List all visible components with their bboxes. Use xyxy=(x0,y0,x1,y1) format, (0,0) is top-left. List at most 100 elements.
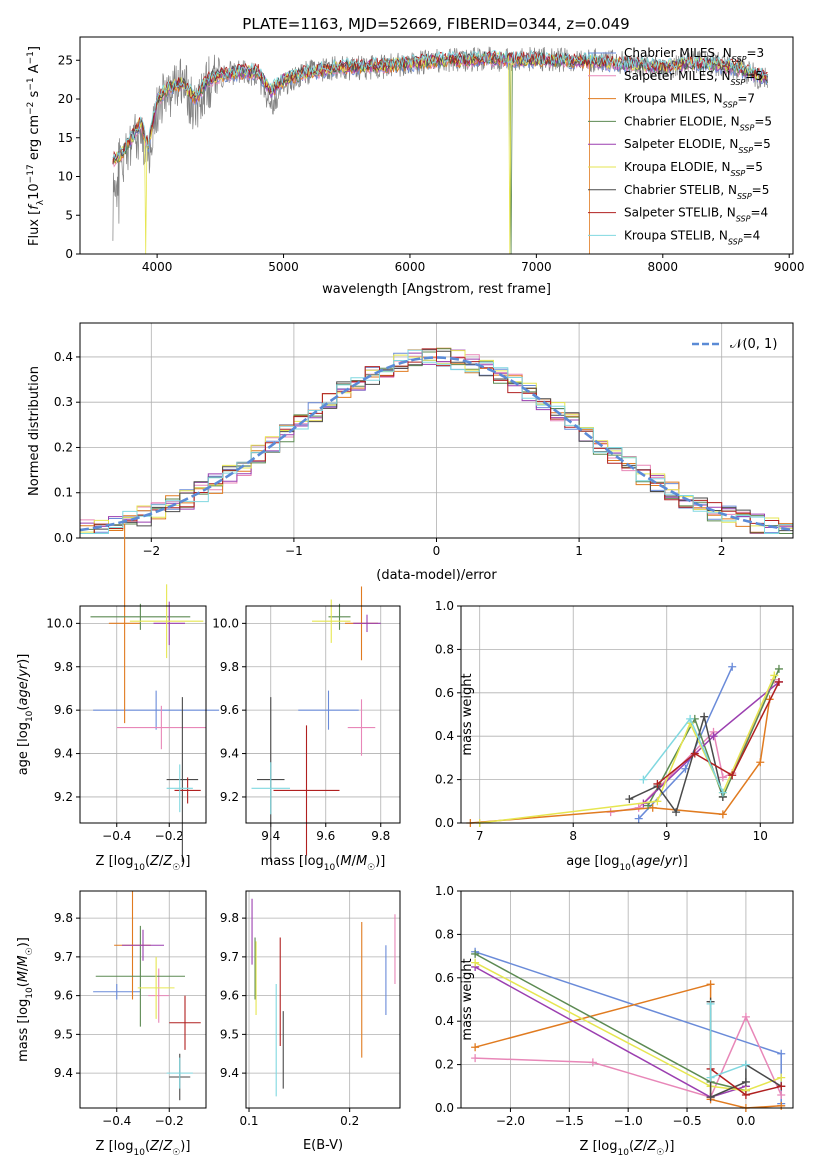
mass-weight-marker xyxy=(706,1073,715,1082)
panel-2: −0.4 −0.2 9.2 9.4 9.6 9.8 10.0 Z [log10(Z/Z☉)] a… xyxy=(16,523,220,873)
mass-weight-line xyxy=(474,966,747,1099)
y-tick-label: 0.6 xyxy=(435,686,454,700)
y-tick-label: 0.2 xyxy=(435,773,454,787)
x-axis-label: age [log10(age/yr)] xyxy=(566,854,688,873)
x-tick-label: 7000 xyxy=(521,260,552,274)
y-tick-label: 0.4 xyxy=(54,350,73,364)
errorbar-point xyxy=(312,599,351,643)
errorbar-point xyxy=(251,762,290,815)
legend-label: Kroupa MILES, NSSP=7 xyxy=(624,92,755,110)
legend-label: 𝒩(0, 1) xyxy=(730,337,777,352)
y-tick-label: 25 xyxy=(58,53,73,67)
x-tick-label: 9 xyxy=(663,829,671,843)
y-tick-label: 9.4 xyxy=(220,747,239,761)
x-tick-label: −1.5 xyxy=(555,1114,584,1128)
x-axis-label: wavelength [Angstrom, rest frame] xyxy=(322,282,551,297)
mass-weight-marker xyxy=(686,714,695,723)
x-tick-label: −0.2 xyxy=(155,829,184,843)
y-tick-label: 0.0 xyxy=(435,1101,454,1115)
y-tick-label: 0.2 xyxy=(54,440,73,454)
axes-frame xyxy=(460,605,794,824)
mass-weight-line xyxy=(474,961,782,1092)
mass-weight-marker xyxy=(728,662,737,671)
mass-weight-marker xyxy=(672,808,681,817)
y-tick-label: 0.2 xyxy=(435,1058,454,1072)
mass-weight-marker xyxy=(777,1073,786,1082)
y-tick-label: 1.0 xyxy=(435,599,454,613)
errorbar-point xyxy=(153,601,185,646)
y-axis-label: mass weight xyxy=(460,673,475,755)
errorbar-point xyxy=(166,764,193,813)
mass-weight-line xyxy=(656,681,780,785)
mass-weight-marker xyxy=(634,803,643,812)
errorbar-point xyxy=(122,929,164,961)
y-tick-label: 0.0 xyxy=(54,531,73,545)
mass-weight-marker xyxy=(741,1012,750,1021)
y-tick-label: 9.5 xyxy=(54,1027,73,1041)
mass-weight-line xyxy=(642,717,724,793)
errorbar-point xyxy=(298,690,359,730)
mass-weight-line xyxy=(610,679,775,813)
x-tick-label: 2 xyxy=(718,544,726,558)
errorbar-point xyxy=(137,956,175,1019)
mass-weight-marker xyxy=(741,1060,750,1069)
mass-weight-marker xyxy=(718,773,727,782)
x-tick-label: 0 xyxy=(433,544,441,558)
panel-4: 7 8 9 10 0.0 0.2 0.4 0.6 0.8 1.0 age [log10(age/yr… xyxy=(435,599,794,873)
errorbar-point xyxy=(93,984,141,1000)
errorbar-point xyxy=(90,603,191,630)
figure-title: PLATE=1163, MJD=52669, FIBERID=0344, z=0… xyxy=(242,15,629,33)
panel-5: −0.4 −0.2 9.4 9.5 9.6 9.7 9.8 Z [log10(Z/Z☉)] ma… xyxy=(16,890,207,1158)
mass-weight-marker xyxy=(709,732,718,741)
errorbar-point xyxy=(93,690,220,730)
legend-label: Kroupa STELIB, NSSP=4 xyxy=(624,228,760,246)
mass-weight-marker xyxy=(690,749,699,758)
y-tick-label: 0.3 xyxy=(54,395,73,409)
x-tick-label: 6000 xyxy=(395,260,426,274)
mass-weight-marker xyxy=(777,1090,786,1099)
y-tick-label: 0.8 xyxy=(435,927,454,941)
y-tick-label: 9.2 xyxy=(54,790,73,804)
mass-weight-marker xyxy=(706,980,715,989)
legend-label: Chabrier ELODIE, NSSP=5 xyxy=(624,114,772,131)
panel-7: −2.0 −1.5 −1.0 −0.5 0.0 0.0 0.2 0.4 0.6 0.8 1.0 Z [… xyxy=(435,884,794,1158)
y-tick-label: 15 xyxy=(58,131,73,145)
x-axis-label: Z [log10(Z/Z☉)] xyxy=(580,1139,675,1158)
legend-label: Salpeter MILES, NSSP=5 xyxy=(624,69,763,87)
axes-frame xyxy=(245,605,401,824)
y-tick-label: 0.8 xyxy=(435,642,454,656)
x-axis-label: Z [log10(Z/Z☉)] xyxy=(96,854,191,873)
spectrum-lines xyxy=(112,46,769,254)
axes-frame xyxy=(460,890,794,1109)
x-tick-label: 7 xyxy=(476,829,484,843)
axes-frame xyxy=(79,605,207,824)
errorbar-point xyxy=(347,699,376,756)
mass-weight-marker xyxy=(718,788,727,797)
errorbar-point xyxy=(353,614,381,633)
y-tick-label: 9.7 xyxy=(220,950,239,964)
y-tick-label: 10 xyxy=(58,170,73,184)
legend-label: Salpeter STELIB, NSSP=4 xyxy=(624,206,768,224)
mass-weight-marker xyxy=(728,771,737,780)
x-axis-label: Z [log10(Z/Z☉)] xyxy=(96,1139,191,1158)
errorbar-point xyxy=(129,584,204,659)
panel-6: 0.1 0.2 9.4 9.5 9.6 9.7 9.8 xyxy=(220,890,401,1128)
mass-weight-line xyxy=(479,675,775,824)
mass-weight-marker xyxy=(700,712,709,721)
mass-weight-marker xyxy=(770,671,779,680)
x-tick-label: 0.1 xyxy=(239,1114,258,1128)
x-tick-label: 5000 xyxy=(268,260,299,274)
mass-weight-marker xyxy=(777,1049,786,1058)
x-tick-label: 8000 xyxy=(648,260,679,274)
legend-label: Kroupa ELODIE, NSSP=5 xyxy=(624,160,763,178)
y-tick-label: 5 xyxy=(65,208,73,222)
gaussian-curve xyxy=(80,356,793,532)
y-tick-label: 10.0 xyxy=(212,616,239,630)
mass-weight-marker xyxy=(471,958,480,967)
x-tick-label: −0.5 xyxy=(672,1114,701,1128)
y-tick-label: 9.6 xyxy=(220,989,239,1003)
x-tick-label: 9000 xyxy=(774,260,805,274)
errorbar-point xyxy=(166,1057,193,1089)
